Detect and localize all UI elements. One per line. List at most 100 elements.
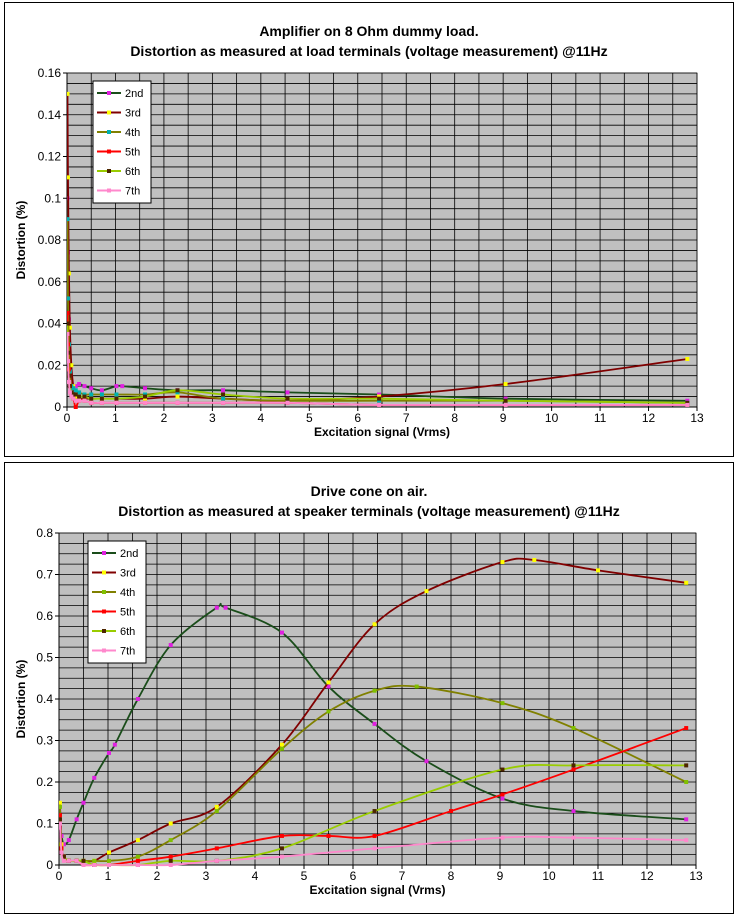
data-point-2nd <box>81 800 86 805</box>
data-point-6th <box>571 763 576 768</box>
data-point-7th <box>74 858 79 863</box>
data-point-3rd <box>73 394 78 399</box>
chart-title-line1: Amplifier on 8 Ohm dummy load. <box>259 23 479 39</box>
data-point-4th <box>414 684 419 689</box>
legend-label-7th: 7th <box>120 646 135 658</box>
data-point-2nd <box>89 386 94 391</box>
y-axis-label: Distortion (%) <box>14 201 28 280</box>
data-point-2nd <box>82 384 87 389</box>
x-tick-label: 8 <box>451 411 458 425</box>
data-point-2nd <box>684 817 689 822</box>
data-point-5th <box>214 846 219 851</box>
data-point-7th <box>71 396 76 401</box>
data-point-5th <box>67 311 70 316</box>
data-point-4th <box>106 858 111 863</box>
chart-title: Drive cone on air. Distortion as measure… <box>5 481 733 521</box>
chart-panel-amplifier: Amplifier on 8 Ohm dummy load. Distortio… <box>4 2 734 457</box>
data-point-2nd <box>424 759 429 764</box>
y-tick-label: 0.12 <box>38 150 62 164</box>
x-tick-label: 4 <box>258 411 265 425</box>
data-point-4th <box>571 726 576 731</box>
data-point-7th <box>571 835 576 840</box>
legend-label-4th: 4th <box>120 587 135 599</box>
y-tick-label: 0.7 <box>36 568 53 582</box>
amplifier-distortion-chart: 0 1 2 3 4 5 6 7 8 9 10 11 12 1300.020.040.060.080.10.… <box>14 66 704 439</box>
x-tick-label: 9 <box>497 869 504 883</box>
gridlines <box>66 72 698 408</box>
data-point-2nd <box>326 684 331 689</box>
x-tick-label: 13 <box>690 411 704 425</box>
data-point-2nd <box>571 809 576 814</box>
data-point-5th <box>326 833 331 838</box>
x-tick-label: 11 <box>594 411 607 425</box>
y-tick-label: 0.1 <box>44 191 61 205</box>
chart-title-line1: Drive cone on air. <box>310 483 428 499</box>
data-point-5th <box>449 809 453 814</box>
y-tick-label: 0.4 <box>36 692 53 706</box>
data-point-2nd <box>66 838 71 843</box>
data-point-6th <box>89 396 94 401</box>
data-point-4th <box>168 838 173 843</box>
data-point-5th <box>372 833 377 838</box>
data-point-5th <box>571 767 576 772</box>
gridlines <box>58 532 697 866</box>
data-point-7th <box>67 379 71 384</box>
x-tick-label: 6 <box>354 411 361 425</box>
data-point-2nd <box>92 775 97 780</box>
y-tick-label: 0.08 <box>38 233 62 247</box>
y-tick-label: 0.16 <box>38 66 62 80</box>
data-point-2nd <box>685 398 690 403</box>
legend-label-4th: 4th <box>125 127 140 139</box>
data-point-7th <box>73 398 78 403</box>
data-point-3rd <box>175 394 180 399</box>
x-tick-label: 2 <box>154 869 161 883</box>
x-axis-label: Excitation signal (Vrms) <box>309 883 445 897</box>
data-point-6th <box>81 858 86 863</box>
data-point-7th <box>503 402 508 407</box>
legend-marker-3rd <box>107 110 111 115</box>
data-point-6th <box>114 396 119 401</box>
data-point-3rd <box>377 394 382 399</box>
data-point-4th <box>92 858 97 863</box>
data-point-2nd <box>61 842 66 847</box>
y-tick-label: 0 <box>46 858 53 872</box>
x-tick-label: 6 <box>350 869 357 883</box>
data-point-3rd <box>685 356 690 361</box>
data-point-7th <box>143 400 148 405</box>
data-point-7th <box>81 863 86 867</box>
y-tick-label: 0.8 <box>36 526 53 540</box>
data-point-3rd <box>67 271 71 276</box>
legend-marker-6th <box>102 629 106 633</box>
data-point-7th <box>135 863 140 867</box>
data-point-7th <box>175 400 180 405</box>
data-point-3rd <box>143 396 148 401</box>
chart-subtitle: Distortion as measured at speaker termin… <box>118 503 620 519</box>
data-point-6th <box>59 817 62 822</box>
y-tick-label: 0.04 <box>38 317 62 331</box>
data-point-2nd <box>135 697 140 701</box>
data-point-7th <box>59 850 64 855</box>
chart-title: Amplifier on 8 Ohm dummy load. Distortio… <box>5 21 733 61</box>
data-point-3rd <box>135 838 140 843</box>
data-point-6th <box>143 394 148 399</box>
data-point-6th <box>77 394 82 399</box>
data-point-7th <box>92 863 97 867</box>
y-tick-label: 0.1 <box>36 817 53 831</box>
data-point-2nd <box>503 396 508 401</box>
data-point-3rd <box>82 396 87 401</box>
data-point-4th <box>114 392 119 397</box>
data-point-5th <box>500 792 505 797</box>
x-tick-label: 3 <box>203 869 210 883</box>
data-point-7th <box>99 400 104 405</box>
data-point-6th <box>71 392 76 397</box>
data-point-7th <box>67 331 70 336</box>
data-point-7th <box>89 400 94 405</box>
x-tick-label: 12 <box>642 411 656 425</box>
legend-marker-7th <box>102 648 106 653</box>
data-point-4th <box>82 392 87 397</box>
data-point-3rd <box>168 821 173 826</box>
legend-marker-5th <box>102 609 106 614</box>
data-point-4th <box>279 746 284 751</box>
data-point-3rd <box>77 396 82 401</box>
y-tick-label: 0.5 <box>36 651 53 665</box>
